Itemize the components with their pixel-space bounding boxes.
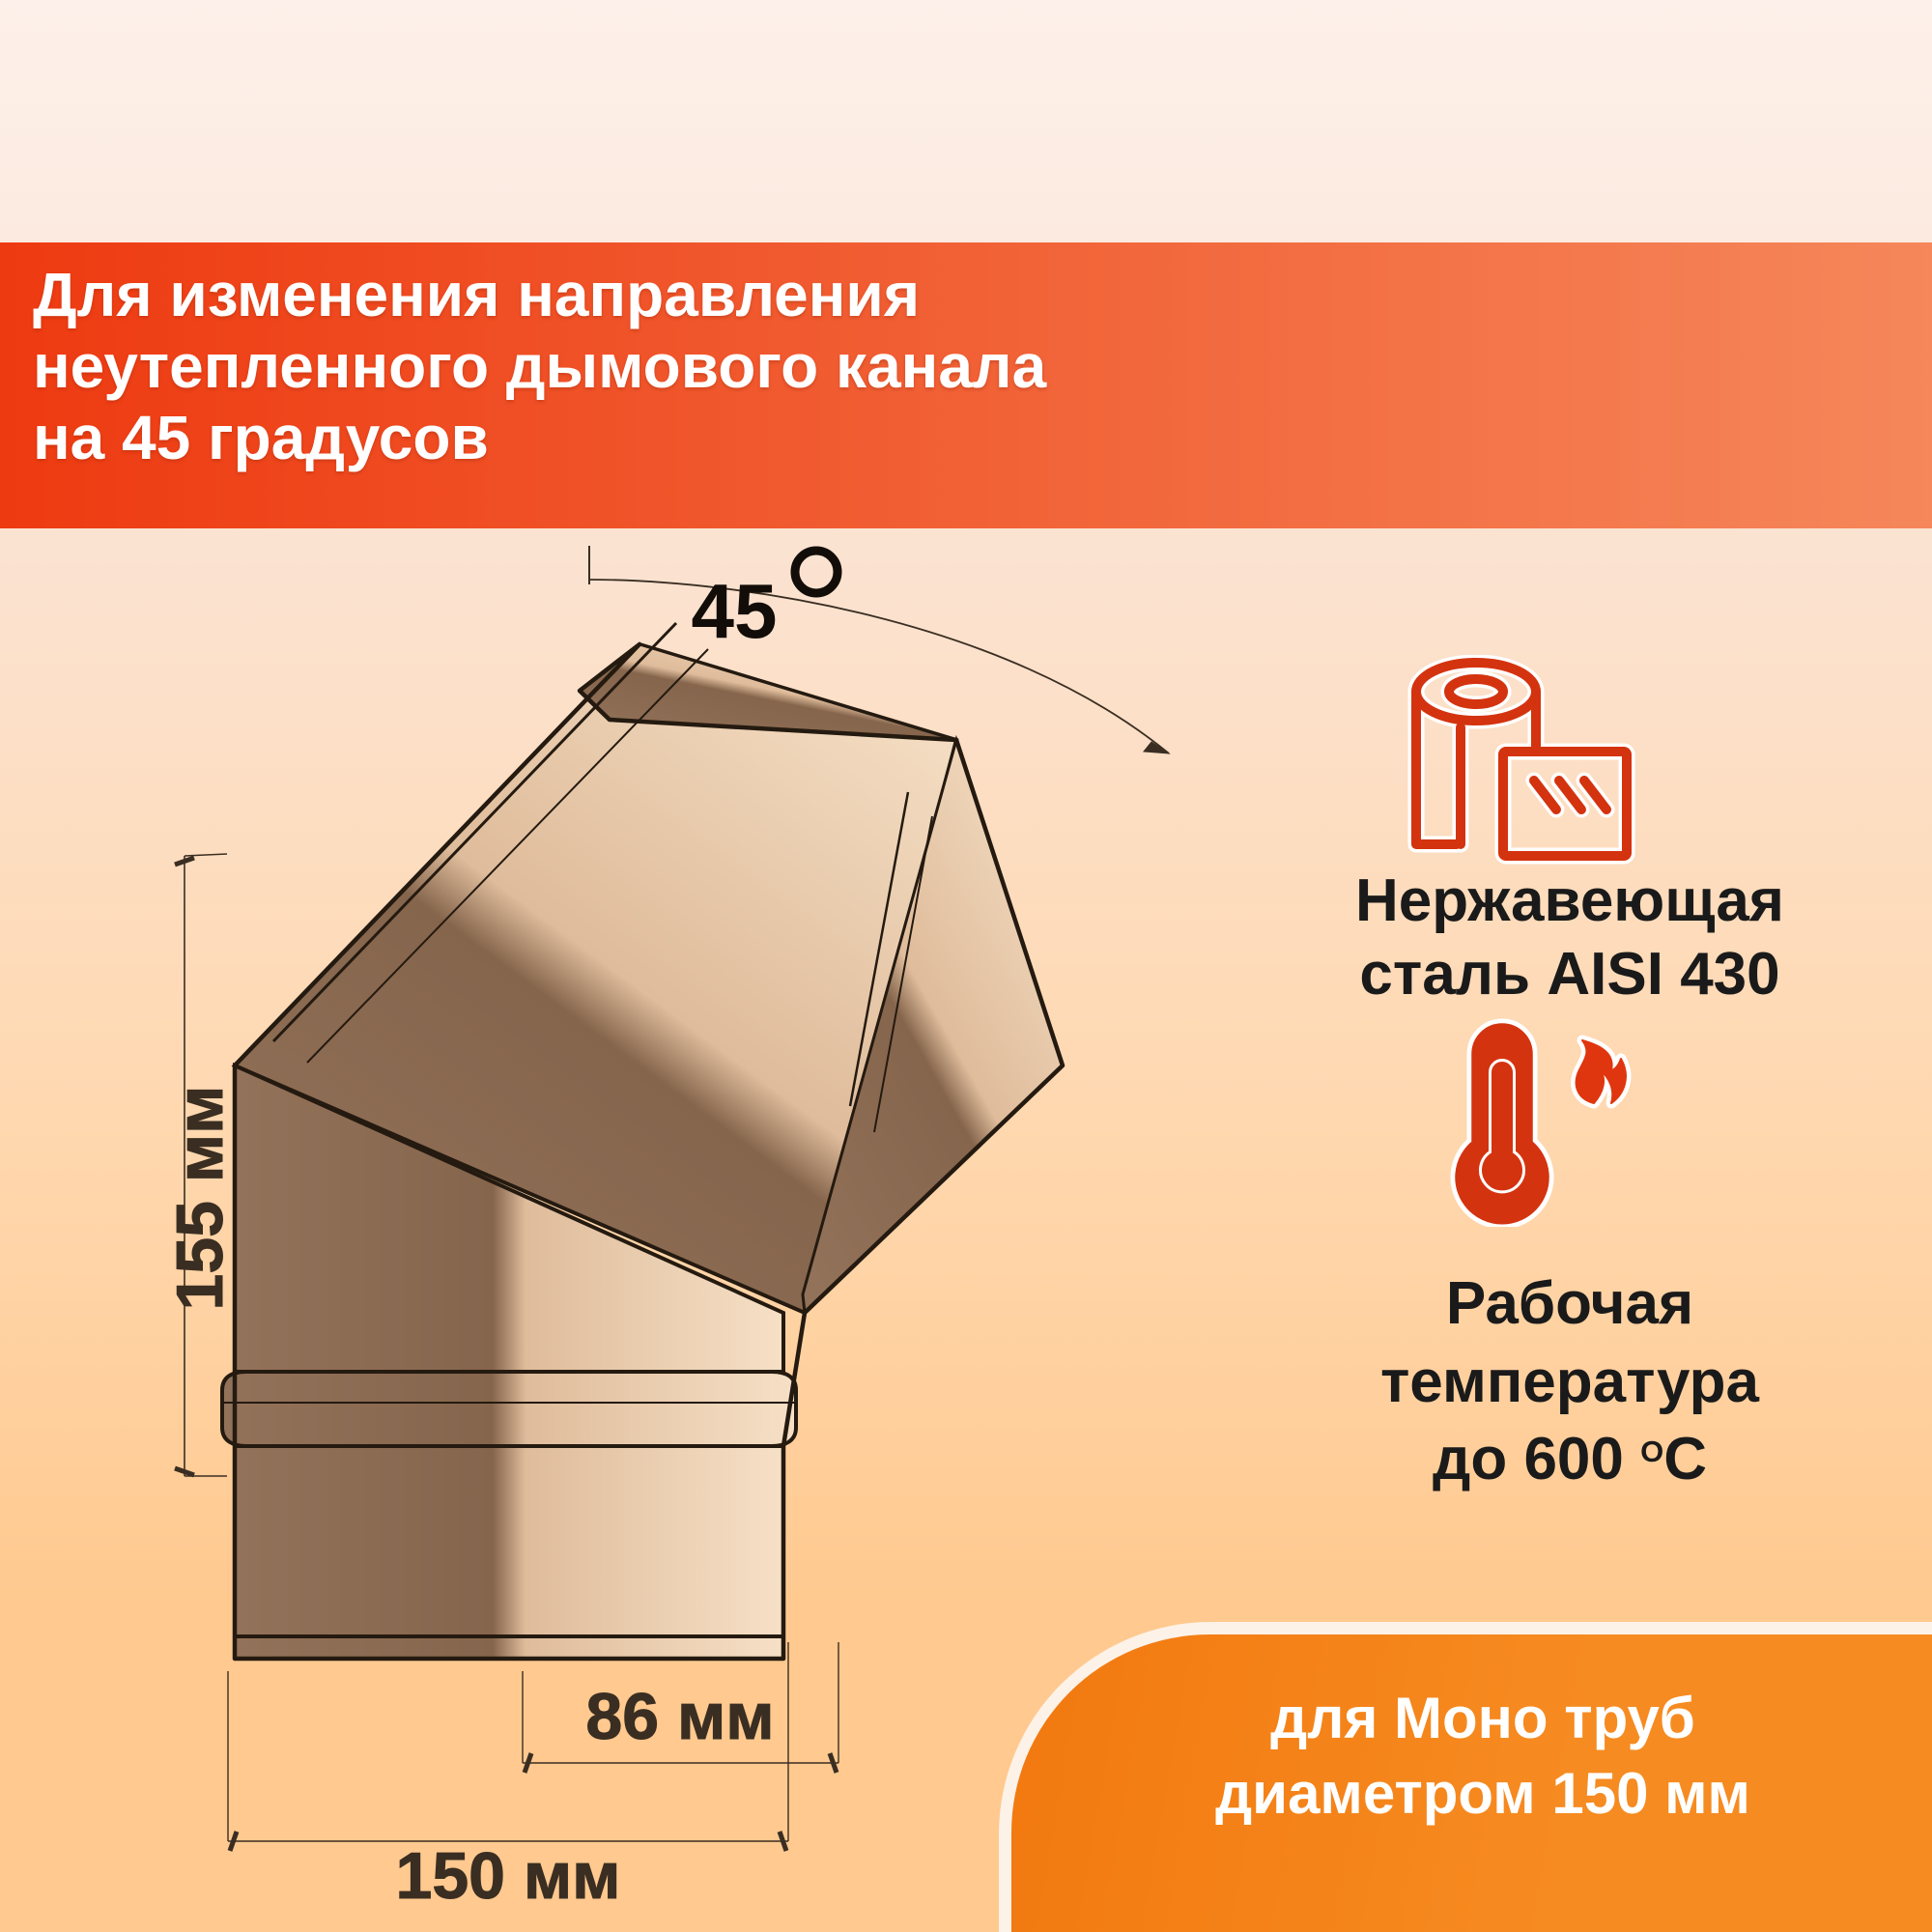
svg-text:86 мм: 86 мм xyxy=(585,1680,774,1753)
svg-text:155 мм: 155 мм xyxy=(163,1086,237,1311)
svg-text:45: 45 xyxy=(692,568,778,654)
svg-text:150 мм: 150 мм xyxy=(396,1839,621,1913)
